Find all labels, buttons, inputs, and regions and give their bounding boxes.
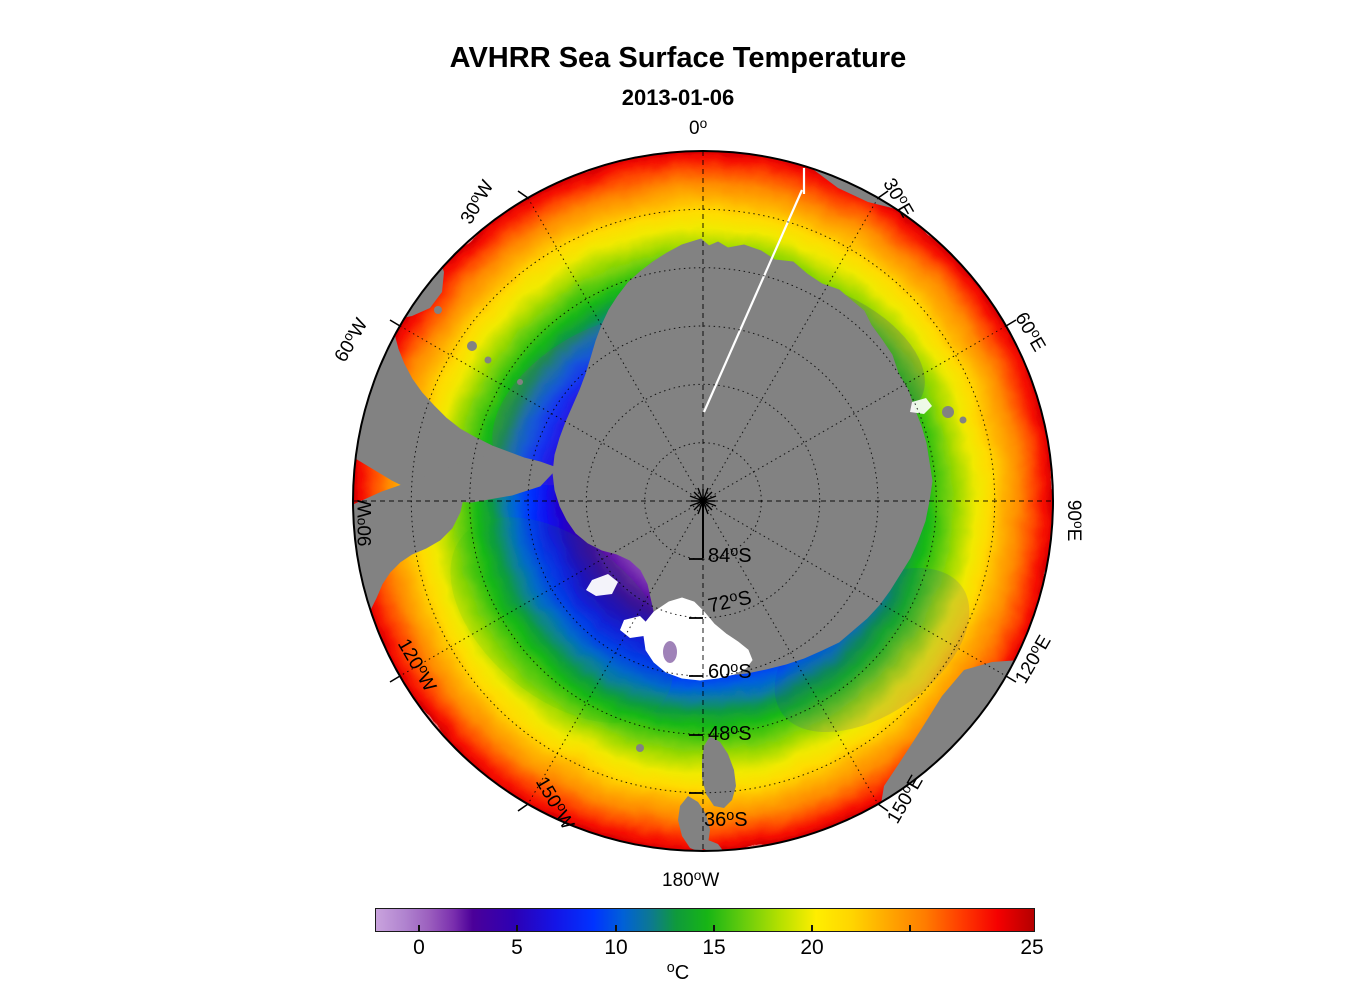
colorbar-ticklabel-5: 5 [511, 936, 523, 959]
lon-label-90e: 90oE [1063, 499, 1086, 542]
colorbar-ticklabel-20: 20 [800, 936, 824, 959]
lat-label-84s: 84oS [708, 544, 752, 568]
lon-label-0: 0o [689, 116, 708, 139]
lat-label-48s: 48oS [708, 722, 752, 746]
page-subtitle: 2013-01-06 [621, 85, 735, 110]
polar-map[interactable]: 0o 30oE 60oE 90oE 120oE 150oE 180oW 150o… [331, 116, 1086, 891]
colorbar-tick-20 [811, 925, 813, 932]
colorbar-gradient[interactable] [375, 908, 1035, 932]
lon-label-90w: 90oW [352, 499, 376, 547]
colorbar-axis-label: oC [666, 960, 690, 985]
colorbar-tick-0 [418, 925, 420, 932]
lat-label-60s: 60oS [708, 660, 752, 684]
lon-label-180w: 180oW [662, 868, 720, 891]
colorbar[interactable] [375, 908, 1035, 932]
map-svg [352, 150, 1054, 852]
colorbar-ticklabel-0: 0 [413, 936, 425, 959]
latitude-ticks [689, 558, 703, 794]
colorbar-ticklabel-15: 15 [702, 936, 726, 959]
colorbar-tick-10 [615, 925, 617, 932]
colorbar-ticklabel-25: 25 [1020, 936, 1044, 959]
lat-label-36s: 36oS [704, 808, 748, 832]
page-title: AVHRR Sea Surface Temperature [449, 42, 907, 74]
sst-field [353, 151, 1053, 851]
colorbar-ticklabel-10: 10 [604, 936, 628, 959]
new-zealand-landmass [636, 736, 736, 851]
longitude-ticks [352, 150, 1054, 852]
antarctica-landmass [353, 238, 967, 681]
satellite-swath-gap [702, 189, 804, 413]
colorbar-tick-5 [516, 925, 518, 932]
colorbar-tick-15 [713, 925, 715, 932]
south-america-landmass [353, 206, 444, 320]
colorbar-tick-25 [909, 925, 911, 932]
